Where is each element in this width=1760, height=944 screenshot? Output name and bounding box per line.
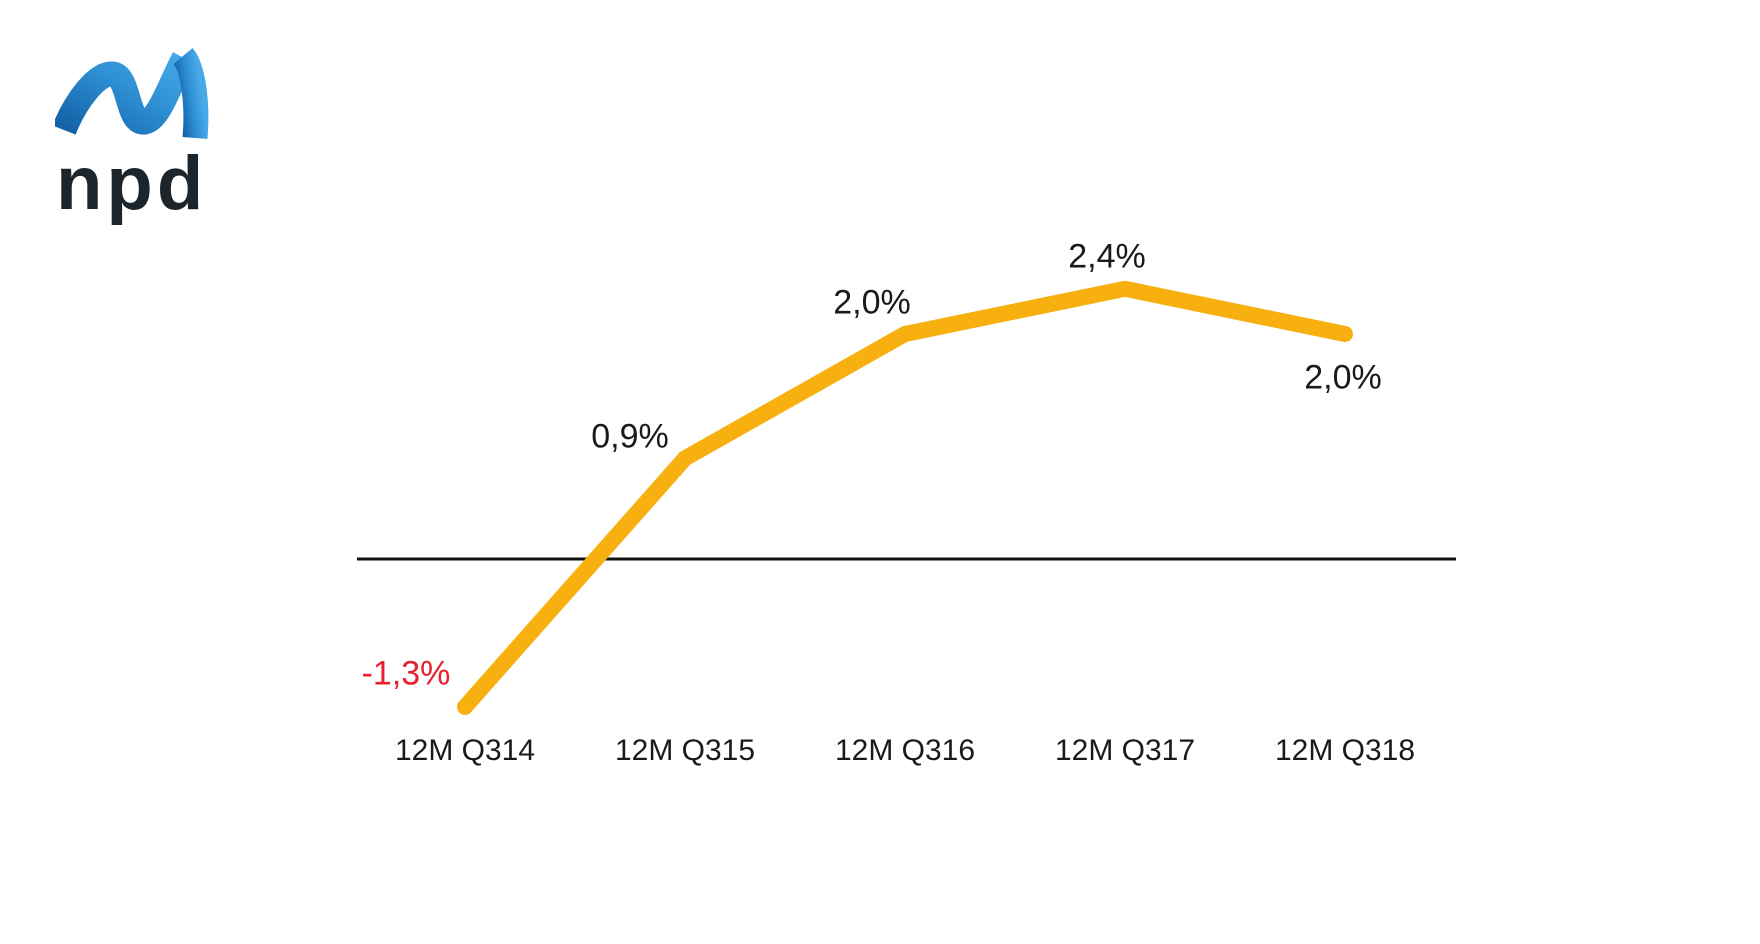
data-label: 2,0%: [833, 283, 911, 322]
ribbon-wave-path: [55, 52, 196, 135]
data-label: 0,9%: [591, 417, 669, 456]
data-label: 2,0%: [1304, 358, 1382, 397]
trend-line: [457, 280, 1353, 715]
npd-logo-text: npd: [56, 141, 208, 226]
data-label: 2,4%: [1068, 237, 1146, 276]
x-axis-label: 12M Q316: [834, 734, 976, 767]
x-axis-label: 12M Q315: [614, 734, 756, 767]
x-axis-label: 12M Q314: [394, 734, 536, 767]
npd-ribbon-icon: [55, 48, 209, 140]
x-axis-label: 12M Q318: [1274, 734, 1416, 767]
npd-logo: npd: [55, 40, 235, 222]
x-axis-label: 12M Q317: [1054, 734, 1196, 767]
data-label: -1,3%: [361, 654, 451, 693]
ribbon-tail-path: [172, 48, 209, 140]
